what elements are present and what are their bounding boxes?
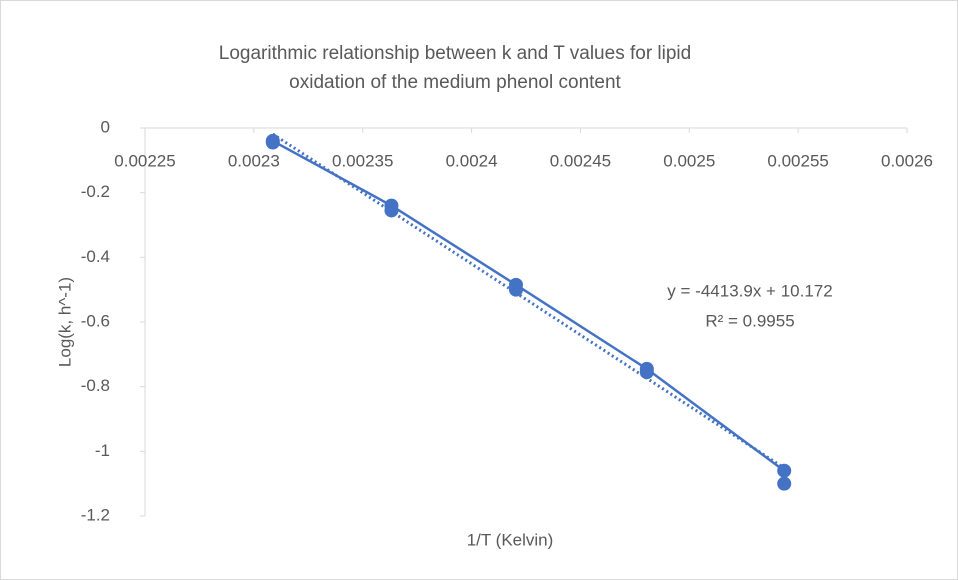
y-tick-label: -0.4 (81, 247, 110, 266)
trendline (271, 132, 786, 470)
data-point (508, 282, 523, 297)
x-tick-label: 0.0026 (881, 151, 933, 170)
x-tick-label: 0.0024 (446, 151, 498, 170)
x-tick-label: 0.0025 (663, 151, 715, 170)
data-point (639, 365, 654, 380)
x-tick-label: 0.0023 (228, 151, 280, 170)
x-tick-label: 0.00225 (114, 151, 175, 170)
y-axis-label: Log(k, h^-1) (55, 277, 74, 367)
trendline-equation: y = -4413.9x + 10.172 (667, 281, 832, 300)
data-point (777, 476, 792, 491)
data-point (265, 135, 280, 150)
x-tick-label: 0.00235 (332, 151, 393, 170)
x-axis-label: 1/T (Kelvin) (467, 530, 554, 549)
trendline-r2: R² = 0.9955 (705, 311, 794, 330)
y-tick-label: -0.6 (81, 311, 110, 330)
y-tick-label: -1.2 (81, 505, 110, 524)
data-point (384, 203, 399, 218)
chart-title: Logarithmic relationship between k and T… (219, 43, 691, 64)
x-tick-label: 0.00245 (550, 151, 611, 170)
y-tick-label: -1 (95, 441, 110, 460)
y-tick-label: 0 (101, 117, 110, 136)
data-point (777, 463, 792, 478)
x-tick-label: 0.00255 (767, 151, 828, 170)
y-tick-label: -0.8 (81, 376, 110, 395)
chart-title: oxidation of the medium phenol content (289, 72, 621, 93)
y-tick-label: -0.2 (81, 182, 110, 201)
